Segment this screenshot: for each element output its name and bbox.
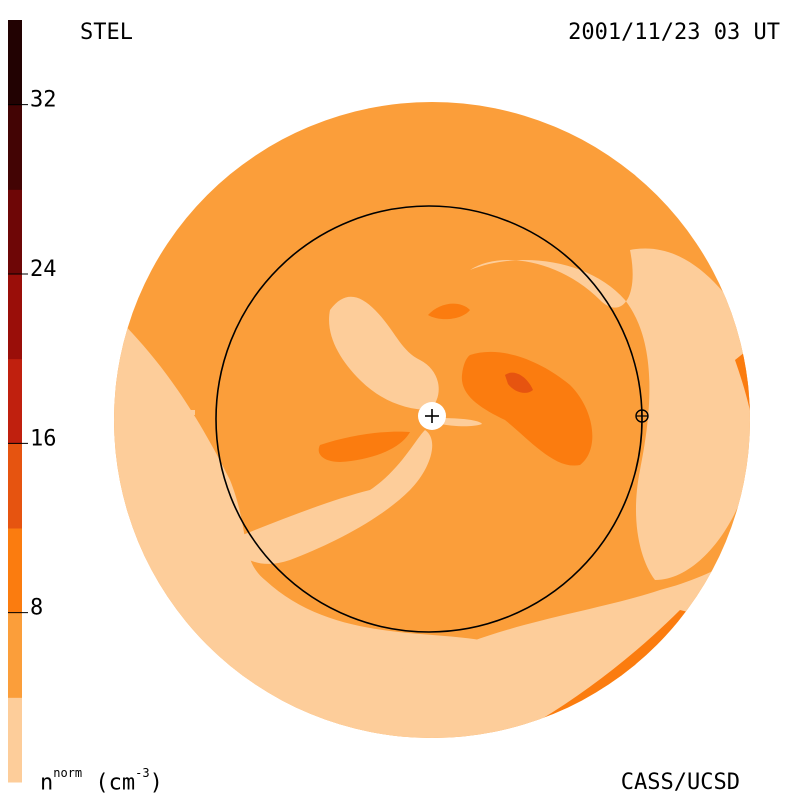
earth-marker [635, 409, 649, 423]
colorbar-tick-label-1: 16 [30, 426, 57, 451]
unit-base: n [40, 770, 54, 796]
low-density-region-east [470, 248, 750, 580]
colorbar-tick-label-2: 24 [30, 257, 57, 282]
colorbar-band-6 [8, 189, 22, 275]
colorbar-band-2 [8, 528, 22, 614]
unit-superscript: norm [53, 766, 83, 780]
density-disc [114, 102, 750, 738]
colorbar-band-7 [8, 104, 22, 190]
credit-label: CASS/UCSD [620, 770, 740, 795]
colorbar [8, 20, 22, 783]
low-density-streak-west [178, 410, 195, 415]
mid-density-region-center [461, 351, 593, 466]
colorbar-band-0 [8, 697, 22, 783]
mid-density-arm-sw [318, 431, 410, 462]
colorbar-tick-label-0: 8 [30, 596, 43, 621]
low-density-region-west [114, 300, 484, 738]
colorbar-tick-label-3: 32 [30, 88, 57, 113]
unit-close: ) [149, 770, 163, 796]
colorbar-unit-label: nnorm (cm-3) [40, 766, 163, 796]
timestamp-label: 2001/11/23 03 UT [568, 20, 780, 45]
colorbar-band-1 [8, 612, 22, 698]
sun-marker [418, 402, 446, 430]
unit-exponent: -3 [135, 766, 150, 780]
low-density-streak [440, 418, 482, 427]
colorbar-band-3 [8, 443, 22, 529]
colorbar-band-8 [8, 20, 22, 106]
unit-paren: (cm [95, 770, 136, 796]
instrument-label: STEL [80, 20, 133, 45]
colorbar-band-4 [8, 358, 22, 444]
high-density-core [505, 372, 533, 393]
low-density-arm-central [329, 296, 439, 410]
low-density-arm-south [230, 430, 433, 564]
colorbar-band-5 [8, 274, 22, 360]
colorbar-ticks: 8 16 24 32 [8, 88, 57, 621]
mid-density-blob-north [428, 303, 470, 320]
